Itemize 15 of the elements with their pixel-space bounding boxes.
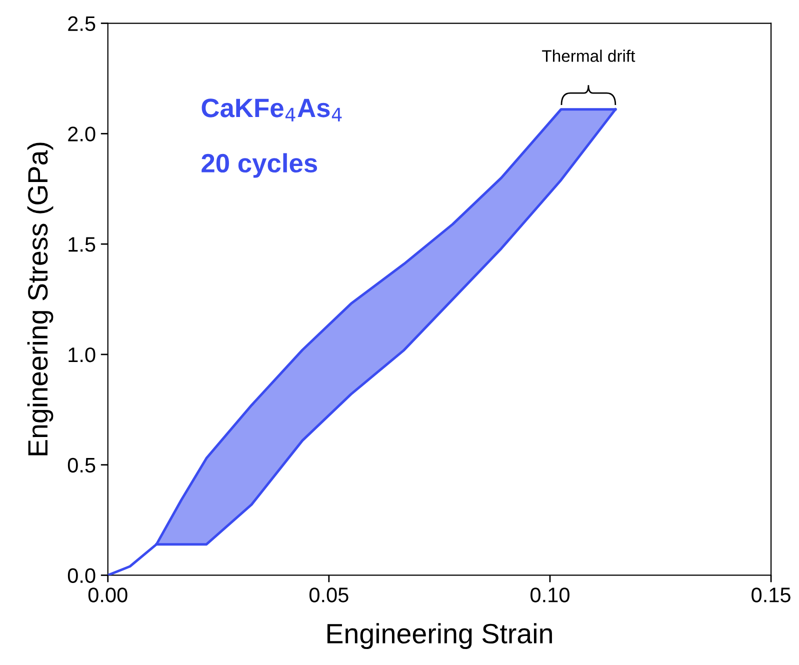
x-tick-label: 0.15 [752, 588, 790, 602]
annotation: 20 cycles [202, 153, 318, 178]
x-tick-label: 0.00 [88, 588, 128, 602]
y-axis-title: Engineering Stress (GPa) [27, 142, 54, 456]
x-tick-label: 0.10 [530, 588, 570, 602]
y-tick-label: 1.5 [68, 237, 96, 252]
y-tick-label: 1.0 [68, 347, 96, 362]
x-tick-label: 0.05 [309, 588, 348, 602]
y-tick-label: 0.0 [68, 568, 96, 583]
x-axis-title: Engineering Strain [327, 623, 552, 650]
y-tick-label: 2.5 [68, 16, 96, 32]
y-tick-label: 0.5 [68, 458, 96, 473]
y-tick-label: 2.0 [68, 126, 96, 142]
annotation: Thermal drift [542, 50, 636, 62]
annotation: CaKFe$_{4}$As$_{4}$ [202, 98, 342, 122]
